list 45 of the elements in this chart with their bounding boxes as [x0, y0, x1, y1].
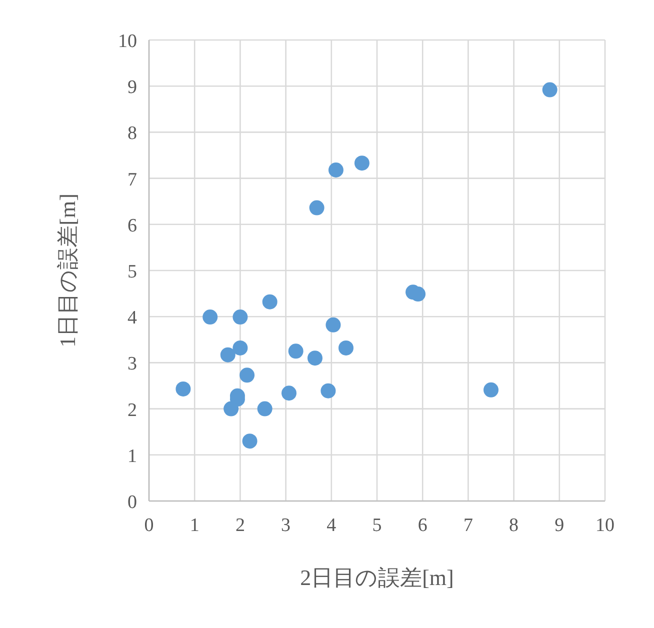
point — [328, 162, 344, 178]
x-tick-label: 0 — [144, 515, 154, 536]
y-tick-label: 6 — [128, 215, 137, 236]
y-tick-label: 3 — [128, 354, 137, 375]
point — [288, 344, 304, 359]
point — [224, 401, 239, 416]
x-tick-label: 1 — [190, 515, 200, 536]
x-tick-label: 3 — [281, 515, 291, 536]
point — [484, 382, 498, 398]
y-tick-label: 2 — [128, 400, 137, 421]
point — [326, 317, 341, 332]
y-tick-label: 4 — [128, 308, 138, 329]
point — [232, 340, 248, 356]
point — [220, 347, 236, 362]
point — [338, 340, 354, 356]
point — [307, 350, 322, 366]
y-axis-title: 1日目の誤差[m] — [55, 194, 80, 348]
point — [242, 434, 258, 449]
point — [309, 200, 324, 216]
x-tick-label: 4 — [326, 515, 337, 536]
x-tick-label: 5 — [372, 515, 382, 536]
point — [202, 310, 218, 325]
y-tick-label: 0 — [128, 492, 137, 513]
point — [320, 383, 336, 398]
x-tick-label: 9 — [554, 515, 564, 536]
y-tick-label: 7 — [128, 169, 137, 190]
point — [262, 294, 278, 310]
x-tick-label: 7 — [463, 515, 473, 536]
y-tick-label: 9 — [128, 77, 137, 98]
point — [232, 310, 248, 325]
point — [542, 82, 558, 98]
point — [354, 156, 370, 171]
x-tick-label: 2 — [235, 515, 245, 536]
x-tick-label: 10 — [596, 515, 614, 536]
x-axis-title: 2日目の誤差[m] — [300, 565, 454, 590]
point — [240, 368, 255, 383]
x-tick-label: 8 — [509, 515, 519, 536]
point — [176, 381, 191, 396]
x-tick-label: 6 — [418, 515, 428, 536]
y-tick-label: 1 — [128, 446, 137, 467]
point — [281, 386, 296, 401]
y-tick-label: 10 — [118, 31, 137, 52]
y-tick-label: 8 — [128, 123, 137, 144]
point — [257, 401, 272, 416]
y-tick-label: 5 — [128, 262, 137, 282]
